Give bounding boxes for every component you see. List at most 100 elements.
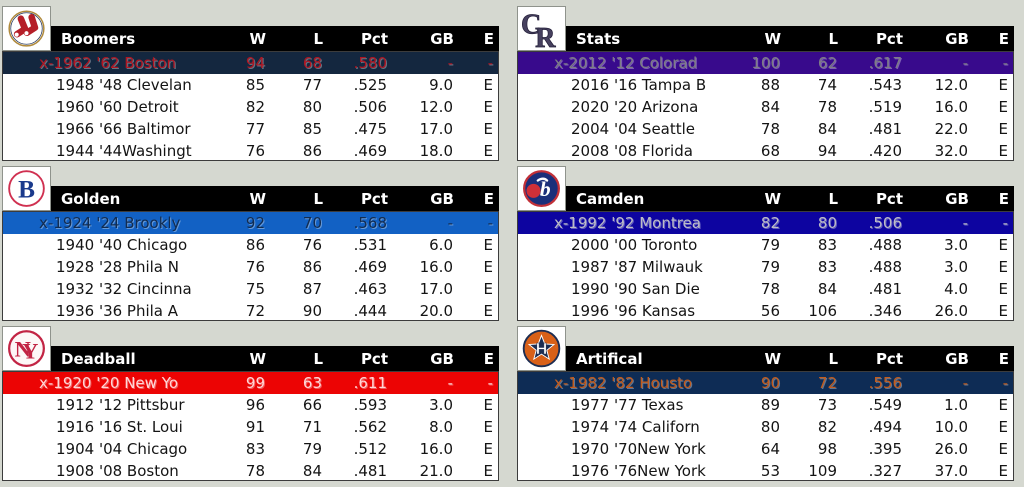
team-name: x-1920 '20 New Yo: [39, 374, 179, 392]
stat-elim: -: [487, 374, 493, 392]
col-header-gb: GB: [945, 29, 969, 48]
standings-row[interactable]: 1970 '70New York 64 98 .395 26.0 E: [518, 438, 1013, 460]
svg-text:Y: Y: [22, 338, 38, 363]
standings-row[interactable]: x-1920 '20 New Yo 99 63 .611 - -: [3, 372, 498, 394]
standings-row[interactable]: 2020 '20 Arizona 84 78 .519 16.0 E: [518, 96, 1013, 118]
col-header-losses: L: [828, 189, 838, 208]
standings-row[interactable]: x-1924 '24 Brookly 92 70 .568 - -: [3, 212, 498, 234]
red-sox-icon: [8, 9, 45, 47]
stat-pct: .611: [353, 374, 387, 392]
stat-gb: 37.0: [934, 462, 968, 480]
stat-pct: .556: [868, 374, 902, 392]
standings-row[interactable]: 1987 '87 Milwauk 79 83 .488 3.0 E: [518, 256, 1013, 278]
standings-row[interactable]: 1908 '08 Boston 78 84 .481 21.0 E: [3, 460, 498, 482]
stat-losses: 80: [817, 214, 837, 232]
standings-row[interactable]: 1976 '76New York 53 109 .327 37.0 E: [518, 460, 1013, 482]
rockies-logo[interactable]: C R: [517, 6, 566, 51]
red-sox-logo[interactable]: [2, 6, 51, 51]
standings-row[interactable]: 1944 '44Washingt 76 86 .469 18.0 E: [3, 140, 498, 162]
standings-row[interactable]: 1940 '40 Chicago 86 76 .531 6.0 E: [3, 234, 498, 256]
standings-row[interactable]: 1977 '77 Texas 89 73 .549 1.0 E: [518, 394, 1013, 416]
stat-elim: E: [998, 418, 1008, 436]
col-header-gb: GB: [430, 189, 454, 208]
division-standings-panel: B Golden W L Pct GB E x-1924 '24 Brookly…: [2, 166, 499, 321]
stat-wins: 78: [760, 120, 780, 138]
stat-pct: .531: [353, 236, 387, 254]
astros-logo[interactable]: H: [517, 326, 566, 371]
team-name: x-1982 '82 Housto: [554, 374, 693, 392]
division-standings-panel: H Artifical W L Pct GB E x-1982 '82 Hous…: [517, 326, 1014, 481]
standings-body: x-1924 '24 Brookly 92 70 .568 - - 1940 '40 Chi…: [2, 211, 499, 321]
standings-row[interactable]: 2008 '08 Florida 68 94 .420 32.0 E: [518, 140, 1013, 162]
stat-wins: 78: [245, 462, 265, 480]
col-header-pct: Pct: [360, 349, 388, 368]
team-name: 1974 '74 Californ: [571, 418, 700, 436]
stat-wins: 83: [245, 440, 265, 458]
standings-row[interactable]: 1916 '16 St. Loui 91 71 .562 8.0 E: [3, 416, 498, 438]
standings-row[interactable]: 1936 '36 Phila A 72 90 .444 20.0 E: [3, 300, 498, 322]
standings-row[interactable]: 2016 '16 Tampa B 88 74 .543 12.0 E: [518, 74, 1013, 96]
stat-elim: E: [483, 142, 493, 160]
stat-wins: 68: [760, 142, 780, 160]
standings-row[interactable]: x-1982 '82 Housto 90 72 .556 - -: [518, 372, 1013, 394]
stat-gb: 26.0: [934, 440, 968, 458]
stat-losses: 85: [302, 120, 322, 138]
team-name: 1970 '70New York: [571, 440, 706, 458]
stat-gb: 18.0: [419, 142, 453, 160]
stat-gb: -: [447, 214, 453, 232]
stat-elim: E: [483, 462, 493, 480]
stat-wins: 76: [245, 142, 265, 160]
stat-gb: 12.0: [419, 98, 453, 116]
stat-losses: 73: [817, 396, 837, 414]
standings-row[interactable]: 1904 '04 Chicago 83 79 .512 16.0 E: [3, 438, 498, 460]
standings-row[interactable]: x-1962 '62 Boston 94 68 .580 - -: [3, 52, 498, 74]
standings-row[interactable]: 1928 '28 Phila N 76 86 .469 16.0 E: [3, 256, 498, 278]
team-name: 1987 '87 Milwauk: [571, 258, 703, 276]
col-header-wins: W: [249, 349, 266, 368]
col-header-elim: E: [998, 189, 1009, 208]
stat-gb: 8.0: [429, 418, 453, 436]
standings-row[interactable]: 1932 '32 Cincinna 75 87 .463 17.0 E: [3, 278, 498, 300]
standings-row[interactable]: x-2012 '12 Colorad 100 62 .617 - -: [518, 52, 1013, 74]
standings-body: x-1982 '82 Housto 90 72 .556 - - 1977 '77 Texa…: [517, 371, 1014, 481]
stat-wins: 82: [245, 98, 265, 116]
standings-row[interactable]: 1996 '96 Kansas 56 106 .346 26.0 E: [518, 300, 1013, 322]
standings-row[interactable]: x-1992 '92 Montrea 82 80 .506 - -: [518, 212, 1013, 234]
team-name: 1932 '32 Cincinna: [56, 280, 192, 298]
giants-logo[interactable]: N Y: [2, 326, 51, 371]
stat-wins: 91: [245, 418, 265, 436]
standings-row[interactable]: 1948 '48 Clevelan 85 77 .525 9.0 E: [3, 74, 498, 96]
stat-pct: .444: [353, 302, 387, 320]
standings-row[interactable]: 2004 '04 Seattle 78 84 .481 22.0 E: [518, 118, 1013, 140]
standings-header: Artifical W L Pct GB E: [564, 346, 1014, 371]
stat-losses: 78: [817, 98, 837, 116]
team-name: 1916 '16 St. Loui: [56, 418, 183, 436]
team-name: 1944 '44Washingt: [56, 142, 192, 160]
stat-wins: 82: [760, 214, 780, 232]
stat-elim: E: [998, 440, 1008, 458]
standings-row[interactable]: 1966 '66 Baltimor 77 85 .475 17.0 E: [3, 118, 498, 140]
stat-losses: 86: [302, 258, 322, 276]
stat-wins: 85: [245, 76, 265, 94]
stat-wins: 99: [245, 374, 265, 392]
stat-pct: .568: [353, 214, 387, 232]
standings-row[interactable]: 1960 '60 Detroit 82 80 .506 12.0 E: [3, 96, 498, 118]
stat-pct: .488: [868, 236, 902, 254]
stat-losses: 68: [302, 54, 322, 72]
standings-row[interactable]: 1990 '90 San Die 78 84 .481 4.0 E: [518, 278, 1013, 300]
stat-gb: -: [962, 374, 968, 392]
col-header-gb: GB: [945, 189, 969, 208]
stat-pct: .469: [353, 258, 387, 276]
standings-row[interactable]: 1974 '74 Californ 80 82 .494 10.0 E: [518, 416, 1013, 438]
stat-wins: 53: [760, 462, 780, 480]
division-title: Boomers: [61, 29, 136, 48]
standings-body: x-1920 '20 New Yo 99 63 .611 - - 1912 '12 Pitt…: [2, 371, 499, 481]
stat-pct: .463: [353, 280, 387, 298]
standings-row[interactable]: 2000 '00 Toronto 79 83 .488 3.0 E: [518, 234, 1013, 256]
stat-losses: 84: [817, 120, 837, 138]
standings-row[interactable]: 1912 '12 Pittsbur 96 66 .593 3.0 E: [3, 394, 498, 416]
rockies-cr-icon: C R: [521, 9, 557, 50]
expos-logo[interactable]: b: [517, 166, 566, 211]
brooklyn-logo[interactable]: B: [2, 166, 51, 211]
stat-elim: E: [998, 258, 1008, 276]
